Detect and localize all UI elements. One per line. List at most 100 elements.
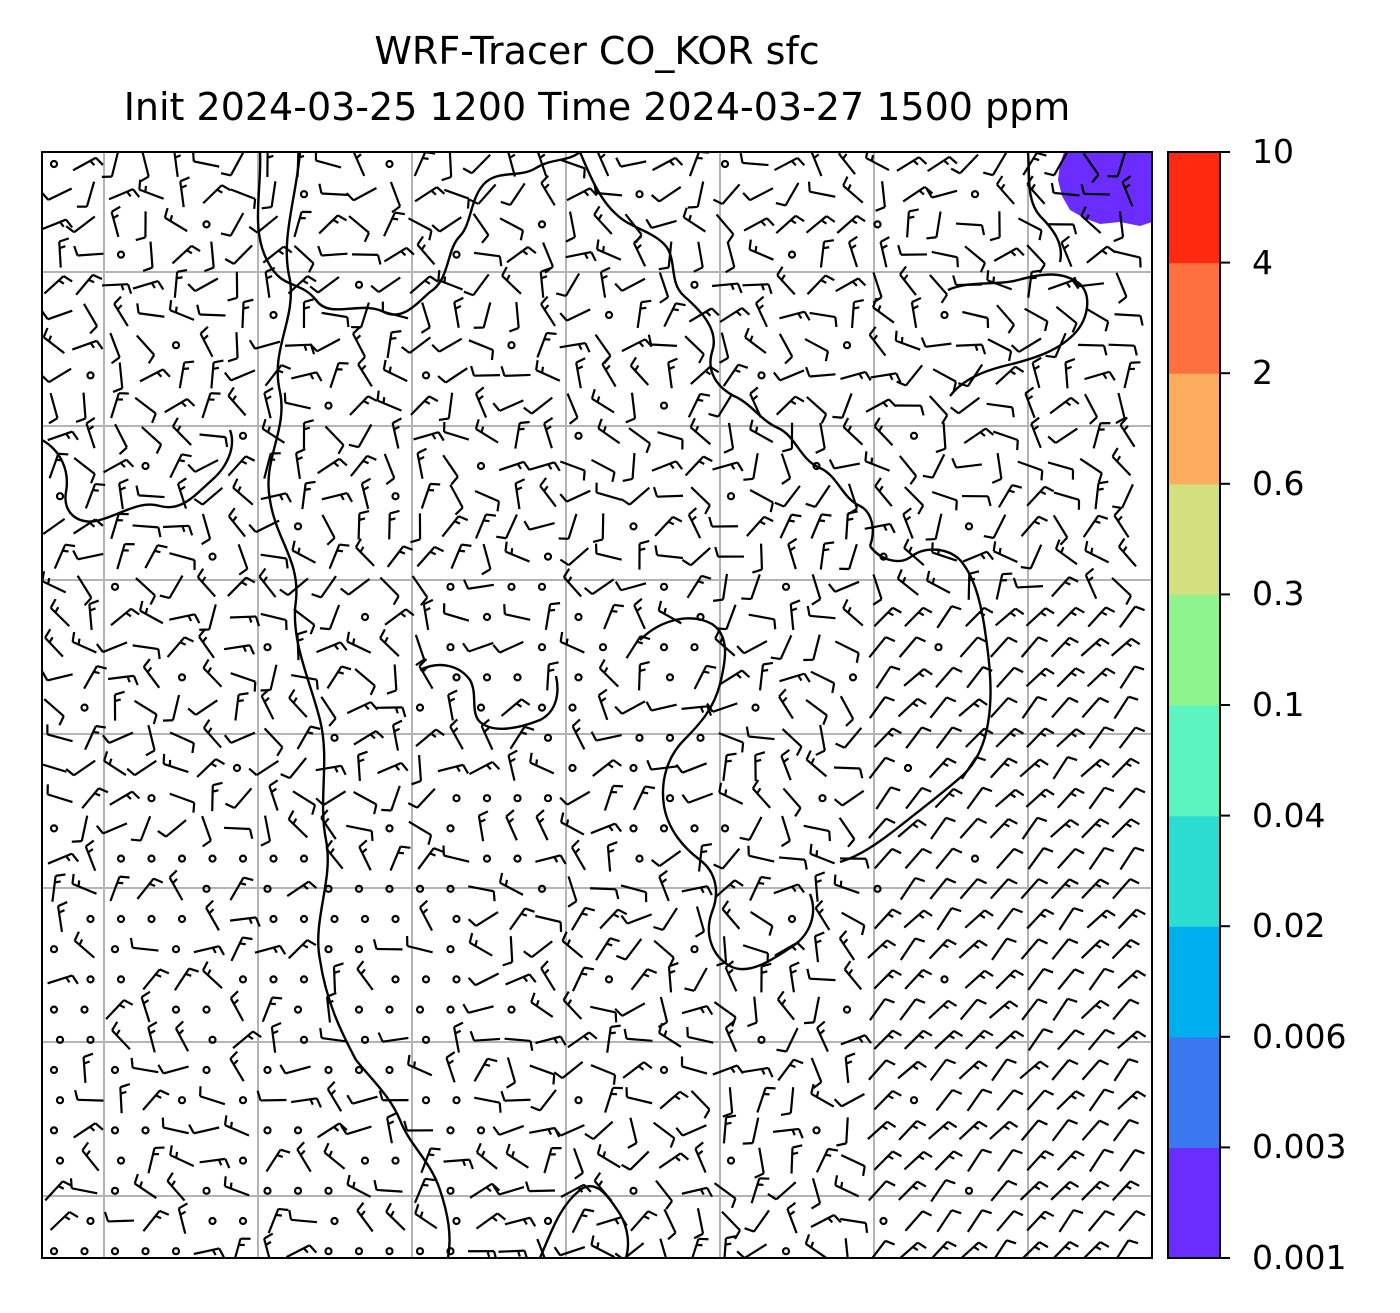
wind-barb (346, 631, 372, 654)
wind-barb (270, 1022, 282, 1053)
calm-wind-marker (659, 824, 669, 833)
wind-barb (868, 696, 895, 719)
wind-barb (989, 818, 1018, 839)
map-title-line1: WRF-Tracer CO_KOR sfc (374, 29, 820, 73)
calm-wind-marker (116, 1156, 126, 1165)
wind-barb (663, 302, 686, 328)
wind-barb (315, 764, 347, 776)
wind-barb (871, 297, 895, 324)
wind-barb (1089, 1148, 1114, 1173)
wind-barb (675, 1124, 707, 1137)
wind-barb (773, 156, 806, 172)
wind-barb (1083, 393, 1099, 425)
wind-barb (188, 1123, 220, 1135)
wind-barb (1119, 1148, 1145, 1172)
calm-wind-marker (568, 763, 577, 773)
calm-wind-marker (385, 159, 394, 169)
calm-wind-marker (385, 1247, 394, 1256)
wind-barb (652, 1121, 676, 1148)
wind-barb (372, 939, 403, 951)
wind-barb (420, 1147, 441, 1174)
wind-barb (1026, 1150, 1055, 1171)
wind-barb (133, 1173, 157, 1199)
wind-barb (42, 309, 73, 321)
wind-barb (749, 489, 774, 513)
wind-barb (897, 1060, 927, 1080)
wind-barb (126, 759, 157, 777)
wind-barb (279, 1064, 311, 1075)
wind-barb (329, 361, 349, 389)
wind-barb (565, 211, 577, 243)
wind-barb (780, 749, 792, 781)
wind-barb (42, 367, 72, 384)
wind-barb (135, 211, 147, 242)
wind-barb (844, 1238, 849, 1258)
wind-barb (614, 1242, 645, 1258)
calm-wind-marker (80, 1247, 89, 1256)
wind-barb (169, 792, 196, 813)
wind-barb (84, 724, 106, 751)
wind-barb (870, 372, 902, 383)
wind-barb (583, 578, 615, 596)
wind-barb (1019, 1060, 1049, 1080)
wind-barb (867, 1180, 896, 1202)
wind-barb (88, 599, 100, 631)
wind-barb (567, 876, 578, 908)
wind-barb (810, 513, 832, 539)
calm-wind-marker (507, 1005, 516, 1014)
wind-barb (722, 363, 749, 387)
wind-barb (381, 785, 401, 812)
wind-barb (326, 1081, 343, 1112)
calm-wind-marker (299, 854, 309, 863)
wind-barb (935, 726, 963, 749)
wind-barb (110, 607, 140, 627)
wind-barb (223, 1115, 250, 1137)
wind-barb (779, 310, 811, 321)
calm-wind-marker (873, 884, 882, 893)
wind-barb (291, 540, 317, 564)
wind-barb (161, 1117, 189, 1135)
wind-barb (751, 779, 771, 809)
colorbar-segment (1168, 152, 1220, 264)
calm-wind-marker (360, 1035, 370, 1044)
wind-barb (73, 457, 96, 484)
wind-barb (133, 699, 158, 725)
wind-barb (134, 396, 157, 424)
wind-barb (138, 179, 165, 200)
wind-barb (470, 365, 501, 377)
wind-barb (840, 370, 872, 382)
wind-barb (1056, 787, 1085, 809)
wind-barb (346, 1094, 378, 1105)
wind-barb (593, 205, 613, 235)
wind-barb (114, 423, 128, 455)
wind-barb (84, 839, 97, 872)
wind-barb (75, 392, 87, 423)
wind-barb (778, 856, 808, 870)
wind-barb (326, 665, 352, 689)
wind-barb (691, 1237, 709, 1258)
wind-barb (684, 455, 713, 477)
wind-barb (897, 244, 928, 256)
wind-barb (1111, 577, 1132, 606)
wind-barb (1026, 908, 1055, 930)
wind-barb (174, 1020, 190, 1052)
calm-wind-marker (696, 733, 705, 742)
wind-barb (1123, 361, 1141, 389)
wind-barb (1020, 636, 1048, 658)
wind-barb (74, 1089, 104, 1102)
wind-barb (409, 275, 439, 295)
calm-wind-marker (141, 1126, 150, 1135)
wind-barb (287, 275, 317, 295)
calm-wind-marker (141, 1247, 150, 1256)
calm-wind-marker (720, 824, 730, 833)
wind-barb (667, 357, 678, 389)
wind-barb (261, 181, 277, 210)
wind-barb (590, 1005, 618, 1023)
wind-barb (816, 1020, 829, 1053)
wind-barb (950, 396, 981, 415)
wind-barb (1082, 152, 1100, 184)
wind-barb (627, 1117, 638, 1149)
wind-barb (614, 700, 646, 715)
wind-barb (193, 1247, 225, 1258)
